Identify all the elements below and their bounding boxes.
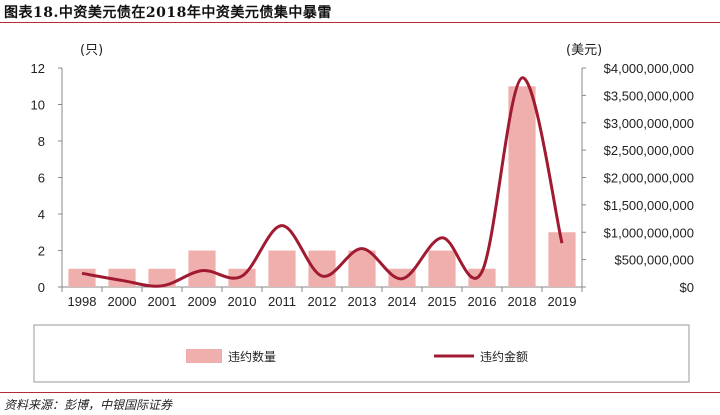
y-right-tick-label: $0	[680, 280, 694, 295]
legend-box	[33, 324, 690, 383]
x-tick-label: 2000	[108, 294, 137, 309]
bar	[268, 250, 296, 287]
x-tick-label: 2015	[428, 294, 457, 309]
y-right-tick-label: $3,500,000,000	[604, 88, 694, 103]
x-tick-label: 2012	[308, 294, 337, 309]
x-tick-label: 2009	[188, 294, 217, 309]
y-left-tick-label: 4	[38, 207, 45, 222]
bar	[348, 250, 376, 287]
y-left-tick-label: 10	[31, 98, 45, 113]
x-tick-label: 2001	[148, 294, 177, 309]
x-tick-label: 2016	[468, 294, 497, 309]
y-right-unit: (美元)	[566, 43, 602, 58]
amount-line	[81, 76, 564, 288]
y-right-tick-label: $4,000,000,000	[604, 61, 694, 76]
y-left-unit: (只)	[80, 43, 103, 58]
y-left-tick-label: 0	[38, 280, 45, 295]
bar	[148, 268, 176, 287]
x-tick-label: 2011	[268, 294, 296, 309]
line-series	[81, 76, 564, 288]
bar	[68, 268, 96, 287]
bar	[428, 250, 456, 287]
x-tick-label: 1998	[68, 294, 97, 309]
title-divider	[0, 22, 720, 23]
x-tick-label: 2010	[228, 294, 257, 309]
x-tick-label: 2013	[348, 294, 377, 309]
y-right-tick-label: $3,000,000,000	[604, 116, 694, 131]
source-divider	[0, 392, 720, 393]
x-tick-label: 2018	[508, 294, 537, 309]
y-right-tick-label: $500,000,000	[614, 253, 694, 268]
y-left-tick-label: 2	[38, 244, 45, 259]
source-note: 资料来源：彭博，中银国际证券	[4, 398, 173, 412]
x-tick-label: 2014	[388, 294, 417, 309]
y-right-tick-label: $2,500,000,000	[604, 143, 694, 158]
legend-label-line: 违约金额	[480, 349, 528, 364]
bar	[228, 268, 256, 287]
bar	[468, 268, 496, 287]
y-right-tick-label: $1,500,000,000	[604, 198, 694, 213]
x-tick-label: 2019	[548, 294, 577, 309]
chart-title: 图表18.中资美元债在2018年中资美元债集中暴雷	[4, 5, 332, 21]
y-left-tick-label: 8	[38, 134, 45, 149]
legend-swatch-bar	[186, 349, 222, 363]
y-right-tick-label: $2,000,000,000	[604, 171, 694, 186]
legend: 违约数量 违约金额	[33, 324, 690, 383]
axes: 0 2 4 6 8 10 12 $0 $500,000,000 $1,000,000,000 $1,…	[31, 43, 694, 295]
y-left-tick-label: 12	[31, 61, 45, 76]
bar	[508, 86, 536, 287]
bar	[188, 250, 216, 287]
x-tick-labels: 1998 2000 2001 2009 2010 2011 2012 2013 2014 2015…	[68, 294, 577, 309]
y-right-tick-label: $1,000,000,000	[604, 225, 694, 240]
legend-label-bar: 违约数量	[228, 349, 276, 364]
y-left-tick-label: 6	[38, 171, 45, 186]
